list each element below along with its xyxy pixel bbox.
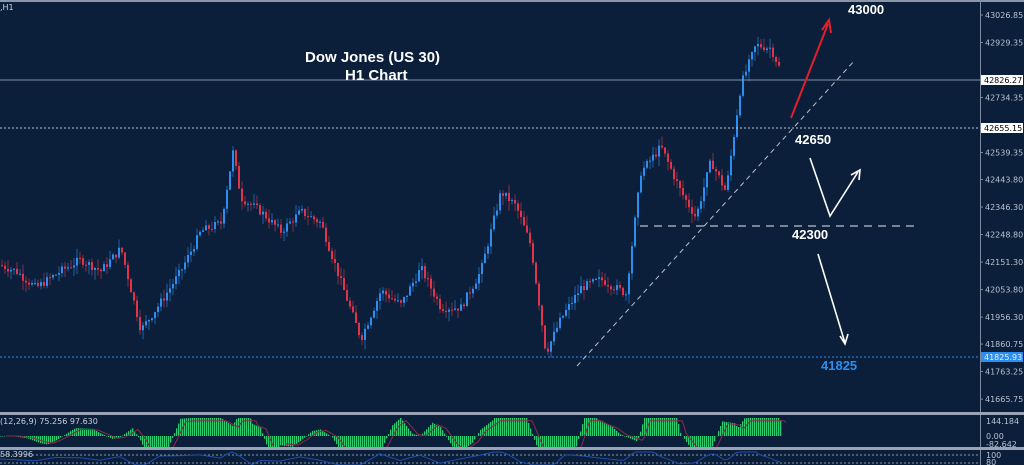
macd-axis-top: 144.184: [986, 417, 1019, 426]
price-axis: 43026.8542929.3542734.3542633.8542539.35…: [980, 11, 1023, 404]
support-label: 42300: [792, 227, 828, 242]
svg-text:43026.85: 43026.85: [985, 11, 1023, 20]
candlestick-series: [1, 36, 780, 358]
low-price-value: 41825.93: [984, 353, 1022, 362]
svg-text:41860.75: 41860.75: [985, 340, 1023, 349]
symbol-label: ,H1: [0, 3, 14, 12]
target-down-label: 41825: [821, 358, 857, 373]
rsi-line: [0, 451, 781, 465]
macd-axis-bottom: -82.642: [986, 440, 1017, 449]
svg-text:41763.25: 41763.25: [985, 368, 1023, 377]
svg-text:42248.80: 42248.80: [985, 231, 1023, 240]
svg-text:42734.35: 42734.35: [985, 94, 1023, 103]
rsi-separator[interactable]: [0, 447, 1024, 450]
svg-text:42346.30: 42346.30: [985, 203, 1023, 212]
arrow-down-icon: [817, 253, 849, 346]
macd-axis-zero: 0.00: [986, 432, 1004, 441]
trendline: [576, 59, 856, 367]
rsi-label: 58.3996: [0, 450, 33, 459]
axis-separator: [980, 0, 981, 465]
svg-text:41665.75: 41665.75: [985, 395, 1023, 404]
low-price-tag: [981, 352, 1023, 362]
svg-text:42053.80: 42053.80: [985, 286, 1023, 295]
macd-panel: [0, 418, 787, 450]
target-up-label: 43000: [848, 2, 884, 17]
macd-label: (12,26,9) 75.256 97.630: [0, 417, 98, 426]
rsi-axis-bottom: 80: [986, 458, 996, 465]
svg-text:42539.35: 42539.35: [985, 149, 1023, 158]
svg-text:41956.30: 41956.30: [985, 313, 1023, 322]
rsi-axis-top: 100: [986, 451, 1001, 460]
current-price-tag: [981, 75, 1023, 85]
top-border: [0, 0, 1024, 2]
svg-text:42151.30: 42151.30: [985, 258, 1023, 267]
arrow-up-icon: [790, 17, 832, 119]
chart-title: Dow Jones (US 30): [305, 49, 440, 66]
svg-text:42443.80: 42443.80: [985, 176, 1023, 185]
macd-separator[interactable]: [0, 412, 1024, 415]
resistance-label: 42650: [795, 132, 831, 147]
chart-subtitle: H1 Chart: [345, 67, 408, 84]
current-price-value: 42826.27: [984, 76, 1022, 85]
zigzag-arrow-icon: [809, 157, 861, 218]
hline-price-value: 42655.15: [984, 124, 1022, 133]
svg-text:42929.35: 42929.35: [985, 39, 1023, 48]
hline-price-tag: [981, 123, 1023, 133]
